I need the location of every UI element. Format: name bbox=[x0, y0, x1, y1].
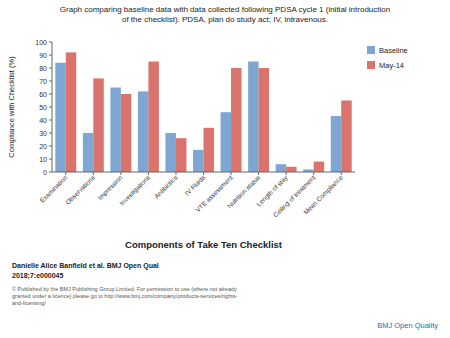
bar bbox=[341, 101, 351, 173]
footer-journal: BMJ Open Quality bbox=[377, 321, 438, 330]
x-tick bbox=[93, 172, 94, 175]
chart: Graph comparing baseline data with data … bbox=[0, 0, 450, 338]
y-tick-label: 0 bbox=[43, 169, 47, 176]
footer-citation-line: 2018;7:e000045 bbox=[12, 272, 63, 280]
bar bbox=[110, 88, 120, 173]
x-tick bbox=[65, 172, 66, 175]
bar bbox=[314, 162, 324, 172]
bar bbox=[55, 63, 65, 172]
x-tick bbox=[148, 172, 149, 175]
footer-copyright: © Published by the BMJ Publishing Group … bbox=[12, 286, 237, 306]
footer-author-line: Danielle Alice Banfield et al. BMJ Open … bbox=[12, 262, 159, 270]
footer-citation: 2018;7:e000045 bbox=[12, 272, 63, 280]
x-tick bbox=[120, 172, 121, 175]
bar bbox=[221, 112, 231, 172]
x-tick-label: Mean Compliance bbox=[302, 173, 345, 216]
bar bbox=[121, 94, 131, 172]
bar bbox=[331, 116, 341, 172]
x-tick-label: Impression bbox=[96, 173, 124, 201]
bar bbox=[138, 91, 148, 172]
x-axis-label: Components of Take Ten Checklist bbox=[125, 239, 283, 250]
bars bbox=[55, 52, 351, 172]
y-tick-label: 90 bbox=[39, 52, 47, 59]
title-line: Graph comparing baseline data with data … bbox=[60, 5, 390, 14]
y-axis bbox=[52, 42, 53, 172]
bar bbox=[66, 52, 76, 172]
x-tick-label: Antibiotics bbox=[153, 173, 179, 199]
y-tick-label: 100 bbox=[35, 39, 47, 46]
y-tick-label: 10 bbox=[39, 156, 47, 163]
bar bbox=[286, 167, 296, 172]
footer-copyright-line: granted under a licence) please go to ht… bbox=[12, 293, 237, 299]
bar bbox=[148, 62, 158, 173]
title-line: of the checklist). PDSA, plan do study a… bbox=[122, 15, 328, 24]
footer-copyright-line: © Published by the BMJ Publishing Group … bbox=[12, 286, 237, 292]
x-tick bbox=[258, 172, 259, 175]
bar bbox=[83, 133, 93, 172]
footer-journal-line: BMJ Open Quality bbox=[377, 321, 438, 330]
x-tick-label: Investigations bbox=[118, 173, 152, 207]
y-tick-label: 40 bbox=[39, 117, 47, 124]
bar bbox=[165, 133, 175, 172]
legend-label: Baseline bbox=[379, 46, 408, 55]
legend-swatch bbox=[367, 46, 375, 54]
title: Graph comparing baseline data with data … bbox=[60, 5, 390, 24]
bar bbox=[276, 164, 286, 172]
y-axis-label: Compliance with Checklist (%) bbox=[7, 56, 16, 158]
legend-label: May-14 bbox=[379, 61, 404, 70]
bar bbox=[231, 68, 241, 172]
x-tick bbox=[203, 172, 204, 175]
y-tick-label: 50 bbox=[39, 104, 47, 111]
y-tick-label: 30 bbox=[39, 130, 47, 137]
bar bbox=[248, 62, 258, 173]
x-tick-label: IV Fluids bbox=[183, 173, 206, 196]
bar bbox=[193, 150, 203, 172]
x-tick bbox=[175, 172, 176, 175]
x-tick bbox=[286, 172, 287, 175]
x-tick bbox=[313, 172, 314, 175]
x-tick bbox=[231, 172, 232, 175]
y-tick-label: 60 bbox=[39, 91, 47, 98]
legend-swatch bbox=[367, 61, 375, 69]
bar bbox=[176, 138, 186, 172]
y-tick-label: 80 bbox=[39, 65, 47, 72]
footer-copyright-line: and-licensing/ bbox=[12, 300, 46, 306]
x-tick-label: Ceiling of treatment bbox=[272, 174, 318, 220]
x-tick-label: Observations bbox=[64, 173, 97, 206]
y-tick-label: 70 bbox=[39, 78, 47, 85]
bar bbox=[259, 68, 269, 172]
x-tick bbox=[341, 172, 342, 175]
y-tick-label: 20 bbox=[39, 143, 47, 150]
footer-author: Danielle Alice Banfield et al. BMJ Open … bbox=[12, 262, 159, 270]
bar bbox=[93, 78, 103, 172]
bar bbox=[204, 128, 214, 172]
